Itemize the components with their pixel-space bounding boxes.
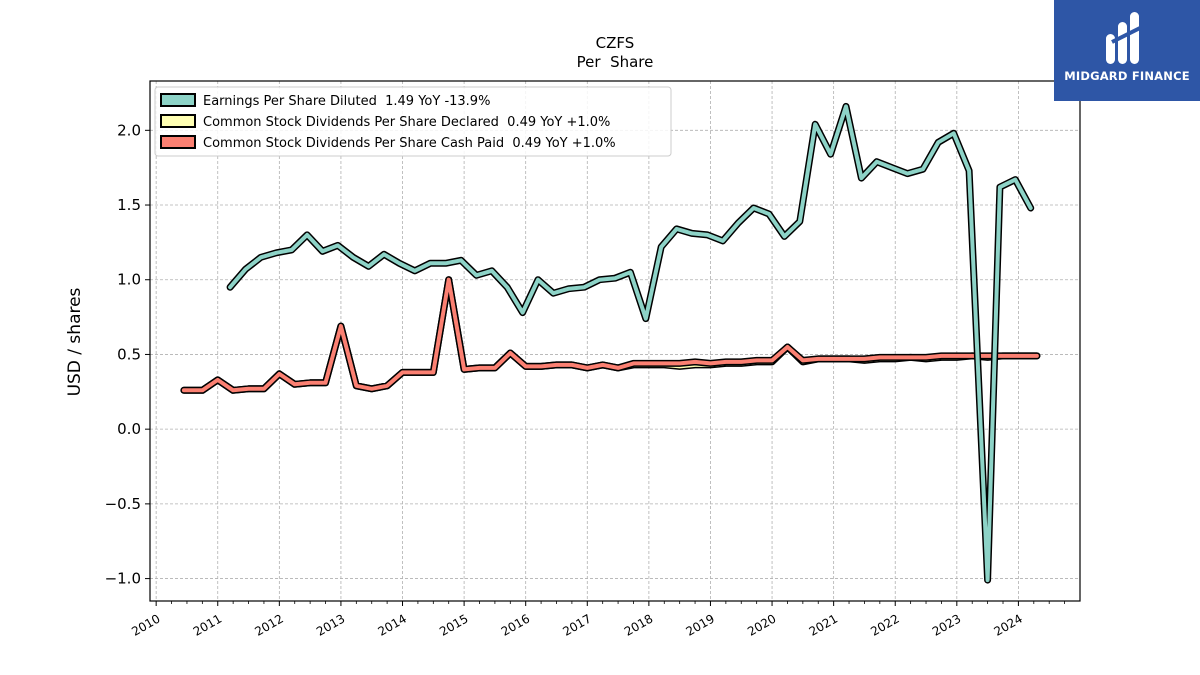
- grid: [150, 81, 1080, 601]
- y-tick-label: 2.0: [117, 121, 141, 139]
- midgard-logo-icon: [1106, 12, 1141, 64]
- x-tick-label: 2023: [930, 611, 963, 638]
- y-axis: −1.0 −0.5 0.0 0.5 1.0 1.5 2.0: [105, 121, 150, 588]
- series-common-stock-dividends-per-share-cash-paid-line: [181, 277, 1039, 393]
- series-earnings-per-share-diluted-outline: [226, 102, 1035, 584]
- y-tick-label: 1.5: [117, 196, 141, 214]
- brand-logo: MIDGARD FINANCE: [1054, 0, 1200, 101]
- y-tick-label: −0.5: [105, 495, 141, 513]
- x-tick-label: 2016: [499, 611, 532, 638]
- x-tick-label: 2013: [314, 611, 347, 638]
- legend-box: [154, 86, 672, 157]
- x-axis: 2010 2011 2012 2013 2014 2015 2016 2017 2018 2019…: [129, 601, 1066, 639]
- legend-swatch: [160, 135, 196, 149]
- chart-title-line1: CZFS: [596, 34, 635, 52]
- series-common-stock-dividends-per-share-cash-paid-outline: [180, 276, 1041, 394]
- legend-label: Common Stock Dividends Per Share Cash Pa…: [203, 136, 616, 151]
- x-tick-label: 2015: [437, 611, 470, 638]
- series-layer: [180, 102, 1041, 584]
- legend-swatch: [160, 114, 196, 128]
- y-tick-label: 0.5: [117, 345, 141, 363]
- legend: Earnings Per Share Diluted 1.49 YoY -13.…: [154, 86, 672, 157]
- brand-name: MIDGARD FINANCE: [1064, 69, 1190, 83]
- x-tick-label: 2021: [807, 611, 840, 638]
- series-earnings-per-share-diluted-line: [228, 104, 1033, 583]
- series-common-stock-dividends-per-share-declared-line: [181, 277, 1039, 393]
- x-tick-label: 2012: [252, 611, 285, 638]
- plot-frame: [149, 80, 1081, 602]
- x-tick-label: 2022: [868, 611, 901, 638]
- legend-swatch: [160, 93, 196, 107]
- chart-title-line2: Per Share: [577, 53, 654, 71]
- x-tick-label: 2019: [684, 611, 717, 638]
- series-common-stock-dividends-per-share-declared-outline: [180, 276, 1041, 394]
- x-tick-label: 2011: [191, 611, 224, 638]
- legend-label: Common Stock Dividends Per Share Declare…: [203, 115, 610, 130]
- x-tick-label: 2010: [129, 611, 162, 638]
- x-tick-label: 2020: [745, 611, 778, 638]
- y-axis-label: USD / shares: [65, 287, 85, 396]
- y-tick-label: 1.0: [117, 271, 141, 289]
- x-tick-label: 2017: [560, 611, 593, 638]
- x-tick-label: 2014: [376, 611, 409, 638]
- x-tick-label: 2024: [991, 611, 1024, 638]
- x-tick-label: 2018: [622, 611, 655, 638]
- y-tick-label: 0.0: [117, 420, 141, 438]
- y-tick-label: −1.0: [105, 570, 141, 588]
- legend-label: Earnings Per Share Diluted 1.49 YoY -13.…: [203, 94, 490, 109]
